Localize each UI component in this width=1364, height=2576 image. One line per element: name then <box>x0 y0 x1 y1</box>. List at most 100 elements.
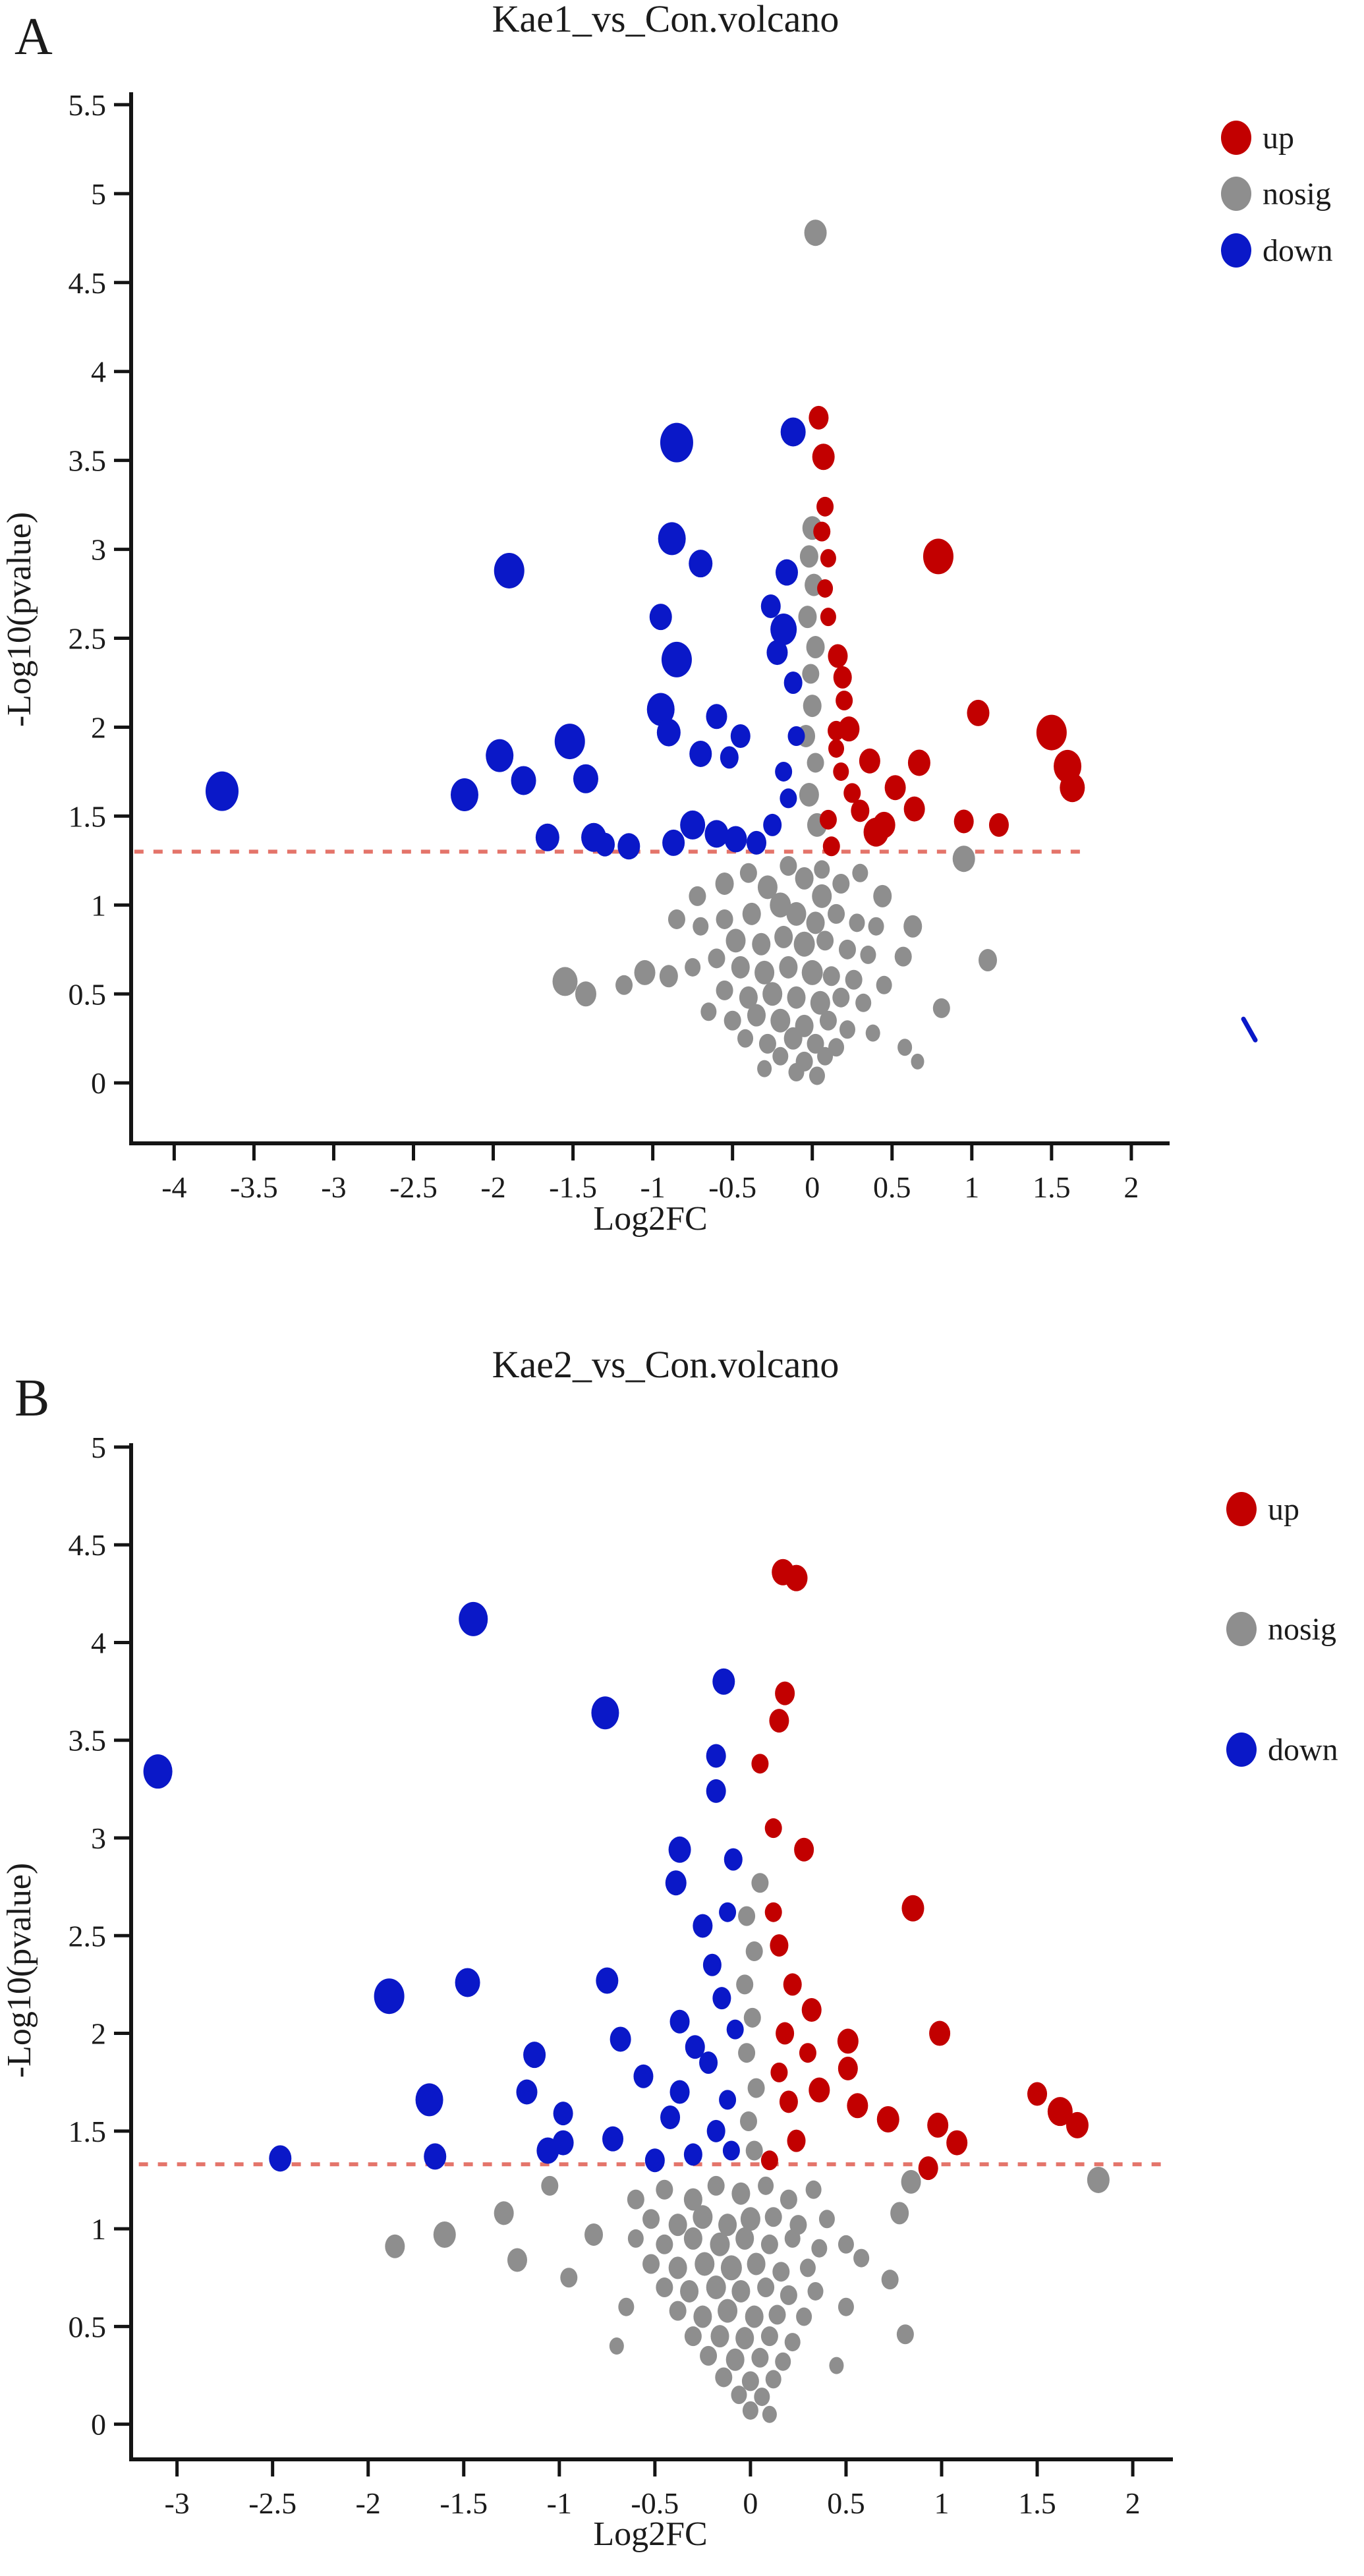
point-down <box>523 2042 546 2069</box>
point-nosig <box>731 956 750 979</box>
point-down <box>661 641 692 677</box>
point-down <box>760 594 781 618</box>
x-tick-label: -3 <box>321 1170 346 1204</box>
point-nosig <box>507 2248 527 2272</box>
point-down <box>668 1836 691 1863</box>
point-nosig <box>876 975 892 994</box>
point-nosig <box>832 987 850 1008</box>
point-down <box>646 693 675 726</box>
y-tick-label: 2 <box>91 710 106 744</box>
point-down <box>662 829 685 856</box>
point-nosig <box>718 2214 737 2237</box>
point-down <box>726 2019 744 2040</box>
point-nosig <box>715 872 734 895</box>
point-nosig <box>739 2111 757 2131</box>
point-nosig <box>742 902 761 925</box>
point-up <box>927 2112 949 2138</box>
point-down <box>669 2009 690 2034</box>
panel-b-x-axis-label: Log2FC <box>593 2515 707 2553</box>
panel-A: A Kae1_vs_Con.volcano -Log10(pvalue) Log… <box>1 0 1333 1238</box>
point-nosig <box>757 1060 772 1077</box>
y-tick-label: 0.5 <box>69 2310 107 2343</box>
legend-item-up: up <box>1221 121 1294 156</box>
point-down <box>722 2140 740 2161</box>
point-nosig <box>796 2307 812 2326</box>
point-up <box>863 817 889 847</box>
legend-item-nosig: nosig <box>1226 1612 1336 1647</box>
point-down <box>766 640 788 666</box>
point-nosig <box>901 2169 921 2194</box>
series-up <box>809 405 1085 857</box>
point-up <box>953 809 974 834</box>
point-down <box>689 740 712 767</box>
x-tick-label: 0.5 <box>873 1170 911 1204</box>
point-down <box>685 2035 705 2059</box>
x-tick-label: -4 <box>161 1170 186 1204</box>
point-nosig <box>839 1020 855 1039</box>
point-up <box>770 2062 788 2082</box>
point-nosig <box>716 980 733 1000</box>
point-down <box>494 552 525 588</box>
y-tick-label: 2.5 <box>69 1919 107 1953</box>
panel-a-x-axis-label: Log2FC <box>593 1200 707 1238</box>
point-nosig <box>615 975 633 995</box>
point-down <box>617 833 640 860</box>
point-nosig <box>668 909 685 929</box>
point-nosig <box>618 2297 635 2316</box>
point-nosig <box>745 2140 763 2161</box>
point-down <box>633 2064 654 2088</box>
point-nosig <box>779 956 798 979</box>
point-down <box>595 832 615 857</box>
point-nosig <box>816 930 834 951</box>
point-down <box>665 1870 687 1896</box>
point-down <box>720 746 739 769</box>
point-nosig <box>784 2229 801 2248</box>
point-down <box>269 2145 292 2172</box>
point-down <box>683 2143 702 2166</box>
x-tick-label: 1.5 <box>1018 2486 1056 2520</box>
point-nosig <box>751 2347 769 2368</box>
point-nosig <box>700 2345 718 2366</box>
point-nosig <box>731 2182 751 2205</box>
legend-swatch-nosig <box>1221 177 1251 211</box>
point-nosig <box>795 867 814 890</box>
point-up <box>799 2043 816 2063</box>
y-tick-label: 3 <box>91 533 106 567</box>
y-tick-label: 1 <box>91 888 106 922</box>
point-nosig <box>873 884 892 907</box>
point-nosig <box>814 860 830 879</box>
point-nosig <box>742 2401 758 2420</box>
y-tick-label: 4.5 <box>69 266 107 300</box>
point-up <box>1027 2082 1048 2106</box>
point-nosig <box>740 2207 760 2231</box>
x-tick-label: -1.5 <box>549 1170 597 1204</box>
x-tick-label: 1 <box>934 2486 949 2520</box>
point-up <box>836 690 853 710</box>
point-nosig <box>1087 2166 1110 2193</box>
x-tick-label: -2 <box>480 1170 505 1204</box>
point-nosig <box>799 545 818 568</box>
point-down <box>770 614 797 646</box>
point-nosig <box>669 2301 687 2321</box>
point-down <box>689 550 713 578</box>
point-nosig <box>735 2227 754 2250</box>
point-down <box>511 766 536 795</box>
x-tick-label: -3 <box>164 2486 189 2520</box>
point-nosig <box>805 2180 822 2199</box>
point-nosig <box>760 2326 778 2347</box>
point-down <box>783 672 803 695</box>
point-nosig <box>780 2285 797 2305</box>
point-up <box>816 496 834 517</box>
point-down <box>596 1967 619 1994</box>
point-nosig <box>804 219 827 246</box>
point-nosig <box>798 606 817 629</box>
panel-a-title: Kae1_vs_Con.volcano <box>492 0 839 40</box>
point-down <box>459 1601 488 1636</box>
point-down <box>693 1914 713 1938</box>
y-tick-label: 2 <box>91 2017 106 2051</box>
point-up <box>828 739 845 758</box>
point-nosig <box>868 917 884 936</box>
point-nosig <box>897 1039 913 1056</box>
point-nosig <box>881 2270 899 2290</box>
point-nosig <box>706 2275 726 2300</box>
